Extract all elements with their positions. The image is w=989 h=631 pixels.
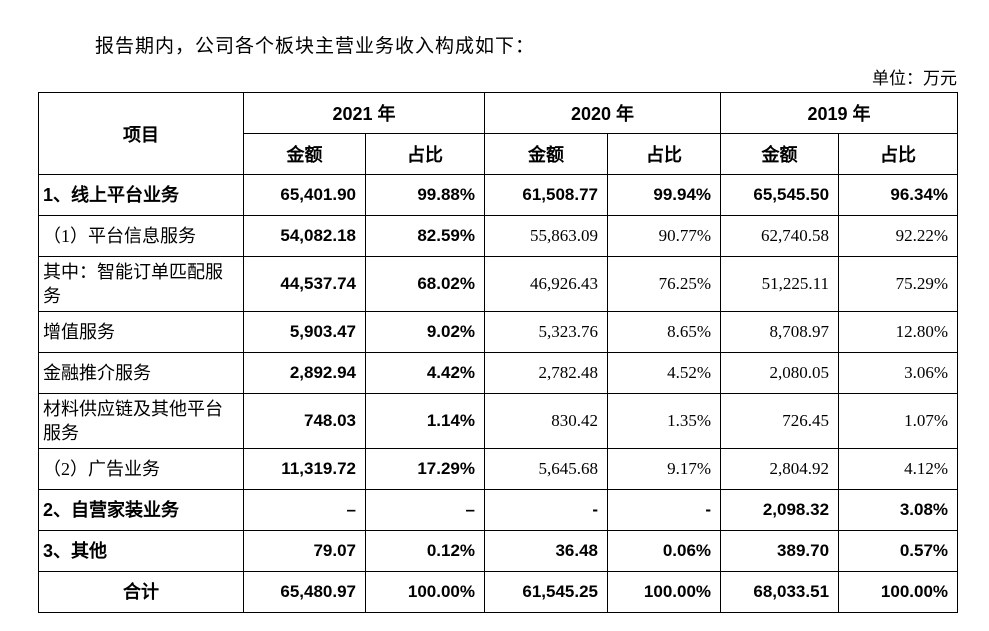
cell-label: （2）广告业务	[38, 448, 244, 490]
cell-value: 61,545.25	[484, 571, 609, 613]
cell-value: 0.12%	[364, 530, 486, 572]
cell-label: 2、自营家装业务	[38, 489, 244, 531]
cell-value: 90.77%	[607, 215, 722, 257]
subheader-amount-2021: 金额	[243, 133, 366, 175]
cell-value: 65,401.90	[243, 174, 366, 216]
cell-value: 62,740.58	[720, 215, 840, 257]
cell-value: 3.08%	[838, 489, 959, 531]
cell-value: 79.07	[243, 530, 366, 572]
cell-label: 1、线上平台业务	[38, 174, 244, 216]
cell-value: 2,080.05	[720, 352, 840, 394]
cell-value: 44,537.74	[243, 256, 366, 312]
cell-value: 4.52%	[607, 352, 722, 394]
cell-label: 合计	[38, 571, 244, 613]
cell-label: 3、其他	[38, 530, 244, 572]
cell-value: 100.00%	[364, 571, 486, 613]
cell-value: 1.07%	[838, 393, 959, 449]
cell-value: 2,804.92	[720, 448, 840, 490]
table-row: （1）平台信息服务 54,082.18 82.59% 55,863.09 90.…	[38, 215, 959, 257]
cell-value: 0.57%	[838, 530, 959, 572]
cell-value: 65,545.50	[720, 174, 840, 216]
cell-value: 75.29%	[838, 256, 959, 312]
cell-value: 55,863.09	[484, 215, 609, 257]
cell-value: 54,082.18	[243, 215, 366, 257]
cell-value: 2,892.94	[243, 352, 366, 394]
cell-value: 82.59%	[364, 215, 486, 257]
cell-value: 4.12%	[838, 448, 959, 490]
cell-value: 51,225.11	[720, 256, 840, 312]
cell-value: 748.03	[243, 393, 366, 449]
cell-label: （1）平台信息服务	[38, 215, 244, 257]
cell-value: 68.02%	[364, 256, 486, 312]
table-subheader-row: 金额 占比 金额 占比 金额 占比	[39, 133, 959, 175]
cell-label: 其中：智能订单匹配服务	[38, 256, 244, 312]
table-header-row: 项目 2021 年 2020 年 2019 年	[38, 92, 959, 175]
table-row: 金融推介服务 2,892.94 4.42% 2,782.48 4.52% 2,0…	[38, 352, 959, 394]
cell-value: 4.42%	[364, 352, 486, 394]
cell-value: 0.06%	[607, 530, 722, 572]
cell-value: 1.14%	[364, 393, 486, 449]
subheader-amount-2019: 金额	[720, 133, 840, 175]
cell-value: 76.25%	[607, 256, 722, 312]
cell-value: 11,319.72	[243, 448, 366, 490]
cell-label: 材料供应链及其他平台服务	[38, 393, 244, 449]
table-row: 材料供应链及其他平台服务 748.03 1.14% 830.42 1.35% 7…	[38, 393, 959, 449]
table-row: 3、其他 79.07 0.12% 36.48 0.06% 389.70 0.57…	[38, 530, 959, 572]
cell-value: –	[364, 489, 486, 531]
year-header-2019: 2019 年	[720, 92, 959, 134]
cell-value: 61,508.77	[484, 174, 609, 216]
cell-value: 389.70	[720, 530, 840, 572]
intro-text: 报告期内，公司各个板块主营业务收入构成如下：	[95, 36, 536, 57]
cell-value: -	[484, 489, 609, 531]
cell-value: 2,782.48	[484, 352, 609, 394]
cell-value: 9.17%	[607, 448, 722, 490]
cell-value: 8.65%	[607, 311, 722, 353]
cell-value: 92.22%	[838, 215, 959, 257]
year-header-2021: 2021 年	[242, 92, 486, 134]
subheader-amount-2020: 金额	[484, 133, 609, 175]
table-row: （2）广告业务 11,319.72 17.29% 5,645.68 9.17% …	[38, 448, 959, 490]
item-column-header: 项目	[38, 92, 244, 175]
cell-value: 5,323.76	[484, 311, 609, 353]
cell-value: 726.45	[720, 393, 840, 449]
subheader-share-2020: 占比	[607, 133, 722, 175]
cell-value: 9.02%	[364, 311, 486, 353]
cell-value: 830.42	[484, 393, 609, 449]
cell-value: 100.00%	[607, 571, 722, 613]
cell-value: 46,926.43	[484, 256, 609, 312]
cell-value: 17.29%	[364, 448, 486, 490]
cell-value: 2,098.32	[720, 489, 840, 531]
table-row: 1、线上平台业务 65,401.90 99.88% 61,508.77 99.9…	[38, 174, 959, 216]
cell-value: 5,645.68	[484, 448, 609, 490]
cell-value: 65,480.97	[243, 571, 366, 613]
unit-label: 单位：万元	[872, 69, 957, 88]
cell-value: 8,708.97	[720, 311, 840, 353]
cell-value: 36.48	[484, 530, 609, 572]
cell-value: 96.34%	[838, 174, 959, 216]
cell-value: 3.06%	[838, 352, 959, 394]
cell-value: –	[243, 489, 366, 531]
cell-value: 100.00%	[838, 571, 959, 613]
table-row: 增值服务 5,903.47 9.02% 5,323.76 8.65% 8,708…	[38, 311, 959, 353]
revenue-table: 项目 2021 年 2020 年 2019 年 金额 占比 金额 占比 金额 占…	[38, 92, 959, 613]
subheader-share-2021: 占比	[364, 133, 486, 175]
cell-value: 12.80%	[838, 311, 959, 353]
table-row: 2、自营家装业务 – – - - 2,098.32 3.08%	[38, 489, 959, 531]
cell-label: 金融推介服务	[38, 352, 244, 394]
subheader-share-2019: 占比	[838, 133, 959, 175]
table-total-row: 合计 65,480.97 100.00% 61,545.25 100.00% 6…	[38, 571, 959, 613]
cell-label: 增值服务	[38, 311, 244, 353]
cell-value: 68,033.51	[720, 571, 840, 613]
cell-value: 99.88%	[364, 174, 486, 216]
cell-value: 5,903.47	[243, 311, 366, 353]
table-row: 其中：智能订单匹配服务 44,537.74 68.02% 46,926.43 7…	[38, 256, 959, 312]
cell-value: 1.35%	[607, 393, 722, 449]
cell-value: 99.94%	[607, 174, 722, 216]
year-header-2020: 2020 年	[484, 92, 722, 134]
cell-value: -	[607, 489, 722, 531]
